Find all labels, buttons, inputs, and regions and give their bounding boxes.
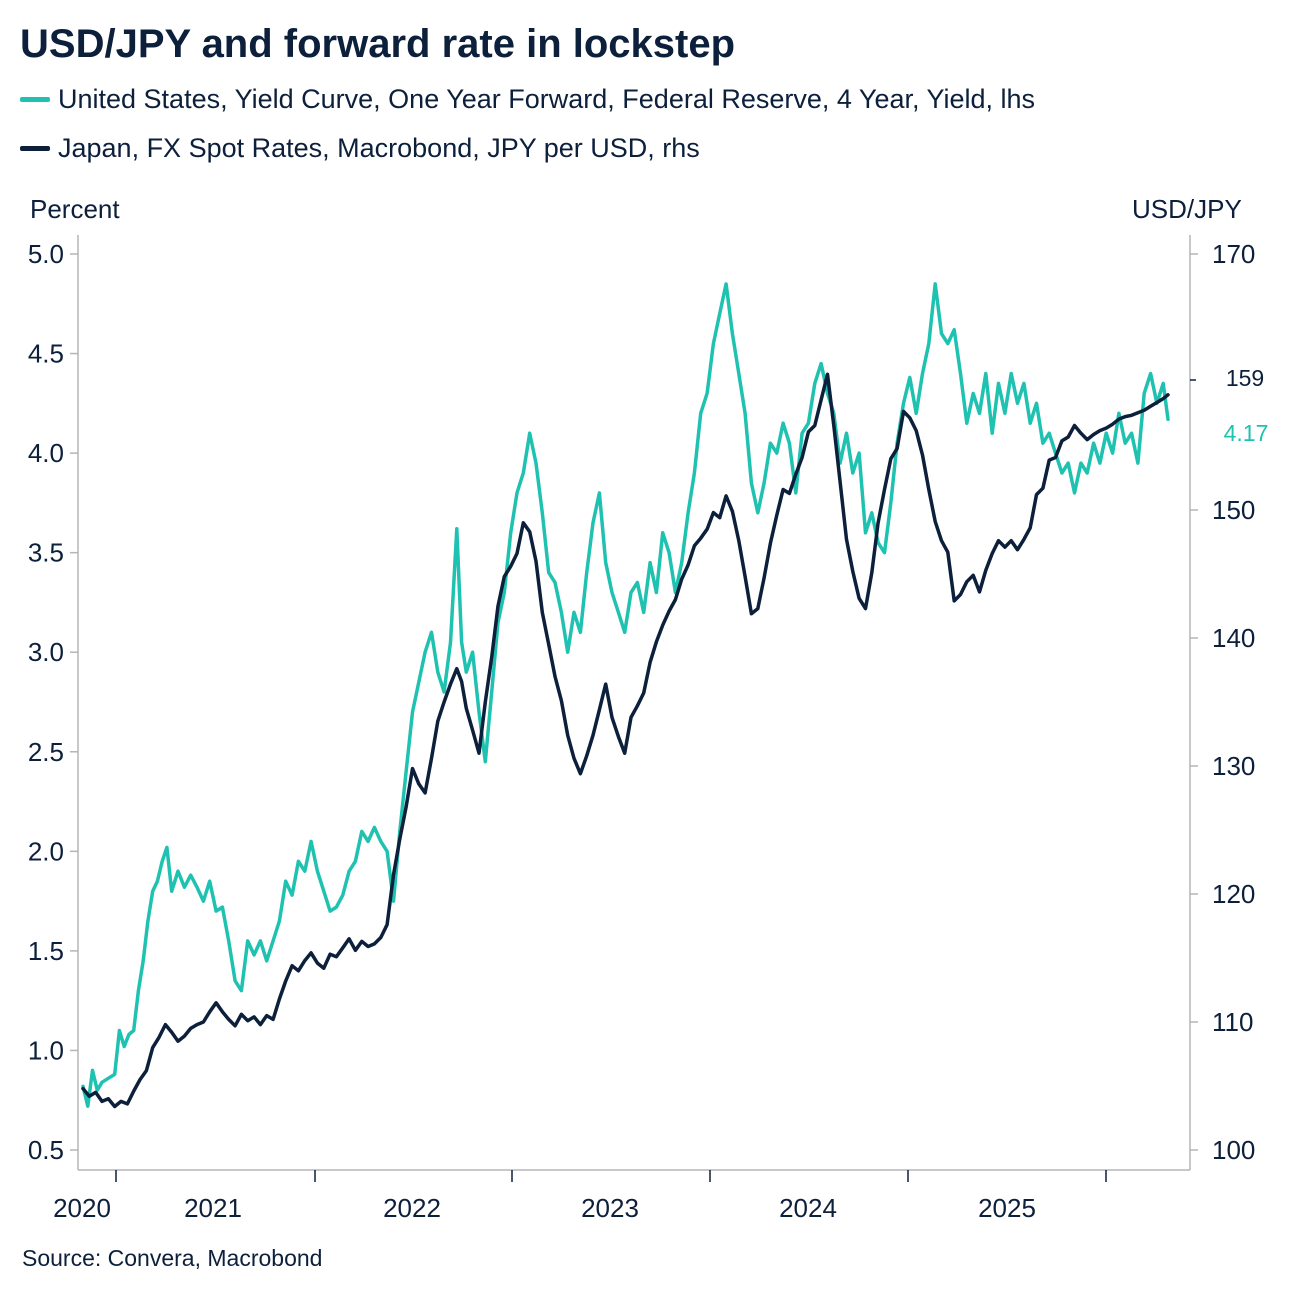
left-tick-label: 0.5 bbox=[28, 1135, 64, 1165]
end-label-yield: 4.17 bbox=[1224, 420, 1269, 446]
end-label-jpy: 159 bbox=[1226, 365, 1264, 391]
x-tick-label: 2022 bbox=[383, 1193, 441, 1223]
source-note: Source: Convera, Macrobond bbox=[22, 1245, 323, 1271]
x-tick-label: 2020 bbox=[53, 1193, 111, 1223]
left-tick-label: 1.0 bbox=[28, 1035, 64, 1065]
line-chart: 5.0 4.5 4.0 3.5 3.0 2.5 2.0 1.5 1.0 0.5 170 150 140 1… bbox=[28, 235, 1269, 1223]
legend-entry-us-yield: United States, Yield Curve, One Year For… bbox=[20, 84, 1035, 115]
chart-axes bbox=[70, 235, 1198, 1182]
right-tick-label: 100 bbox=[1212, 1135, 1255, 1165]
left-tick-label: 3.5 bbox=[28, 538, 64, 568]
right-tick-label: 130 bbox=[1212, 751, 1255, 781]
legend-swatch-teal bbox=[20, 97, 50, 102]
x-tick-label: 2025 bbox=[978, 1193, 1036, 1223]
chart-title: USD/JPY and forward rate in lockstep bbox=[20, 22, 736, 66]
left-tick-label: 4.5 bbox=[28, 339, 64, 369]
right-tick-label: 150 bbox=[1212, 495, 1255, 525]
left-tick-label: 4.0 bbox=[28, 438, 64, 468]
right-tick-label: 170 bbox=[1212, 239, 1255, 269]
legend-entry-jpy: Japan, FX Spot Rates, Macrobond, JPY per… bbox=[20, 133, 700, 164]
right-tick-label: 110 bbox=[1212, 1007, 1253, 1037]
left-tick-label: 2.5 bbox=[28, 737, 64, 767]
series-line-us-yield bbox=[81, 282, 1170, 1108]
right-tick-label: 140 bbox=[1212, 623, 1255, 653]
legend-label-jpy: Japan, FX Spot Rates, Macrobond, JPY per… bbox=[58, 133, 700, 163]
x-tick-label: 2021 bbox=[184, 1193, 242, 1223]
left-tick-label: 2.0 bbox=[28, 836, 64, 866]
left-tick-label: 3.0 bbox=[28, 637, 64, 667]
right-axis-unit: USD/JPY bbox=[1132, 194, 1242, 224]
chart-tick-labels: 5.0 4.5 4.0 3.5 3.0 2.5 2.0 1.5 1.0 0.5 170 150 140 1… bbox=[28, 239, 1269, 1223]
x-tick-label: 2024 bbox=[779, 1193, 837, 1223]
legend-label-us-yield: United States, Yield Curve, One Year For… bbox=[58, 84, 1036, 114]
legend-swatch-navy bbox=[20, 146, 50, 151]
left-axis-unit: Percent bbox=[30, 194, 120, 224]
x-tick-label: 2023 bbox=[581, 1193, 639, 1223]
left-tick-label: 1.5 bbox=[28, 936, 64, 966]
series-line-jpy bbox=[81, 372, 1170, 1109]
left-tick-label: 5.0 bbox=[28, 239, 64, 269]
right-tick-label: 120 bbox=[1212, 879, 1255, 909]
chart-lines bbox=[81, 282, 1170, 1109]
